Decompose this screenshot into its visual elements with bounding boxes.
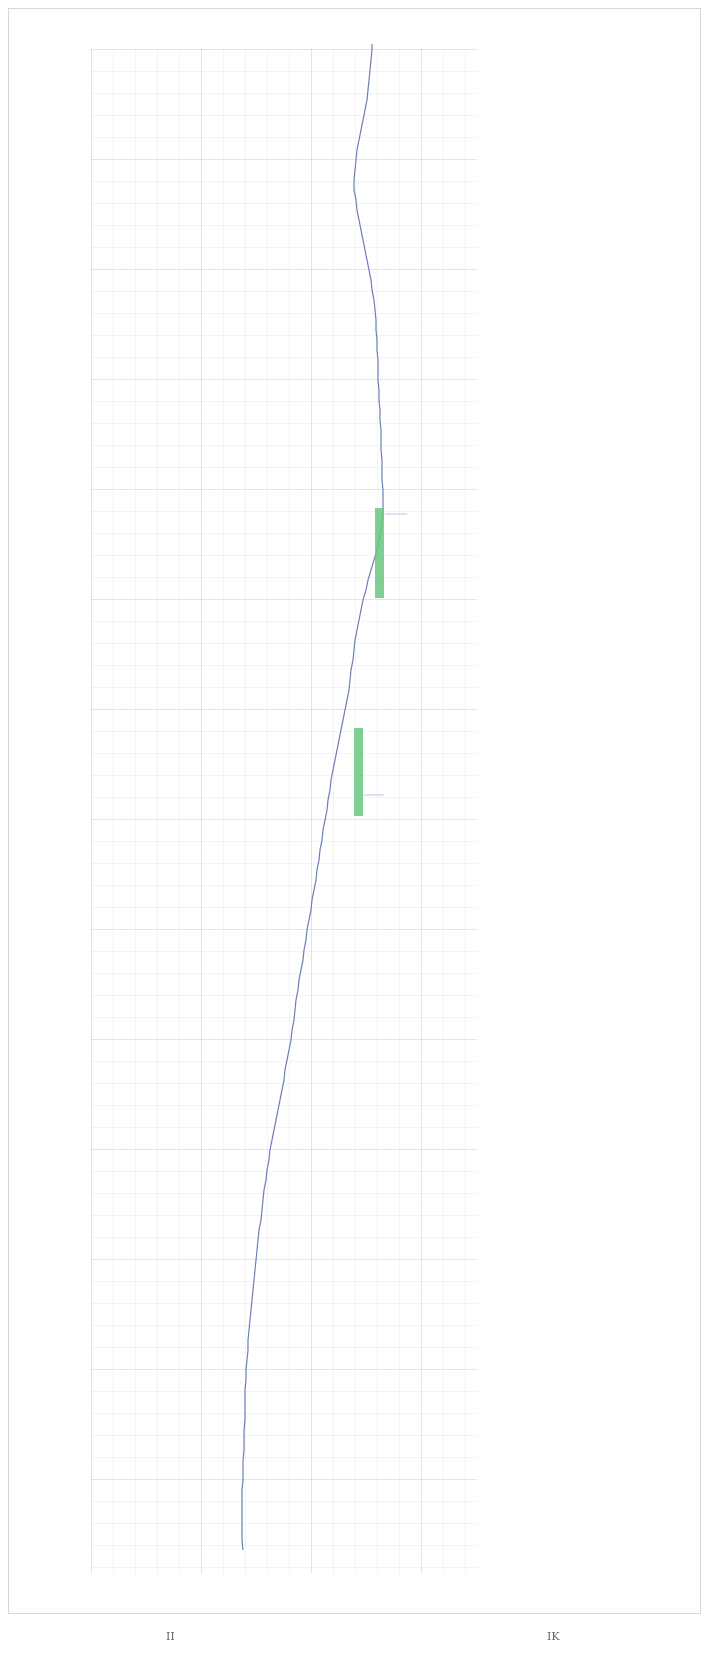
green-shaded-area-1: [375, 508, 384, 598]
profile-grid: [91, 49, 477, 1574]
sheet-frame: [8, 8, 701, 1614]
data-table: [476, 24, 604, 1569]
green-shaded-area-2: [354, 728, 363, 816]
profile-line: [241, 44, 384, 1551]
bottom-left-mark: II: [166, 1630, 175, 1643]
bottom-right-mark: IK: [547, 1630, 560, 1643]
